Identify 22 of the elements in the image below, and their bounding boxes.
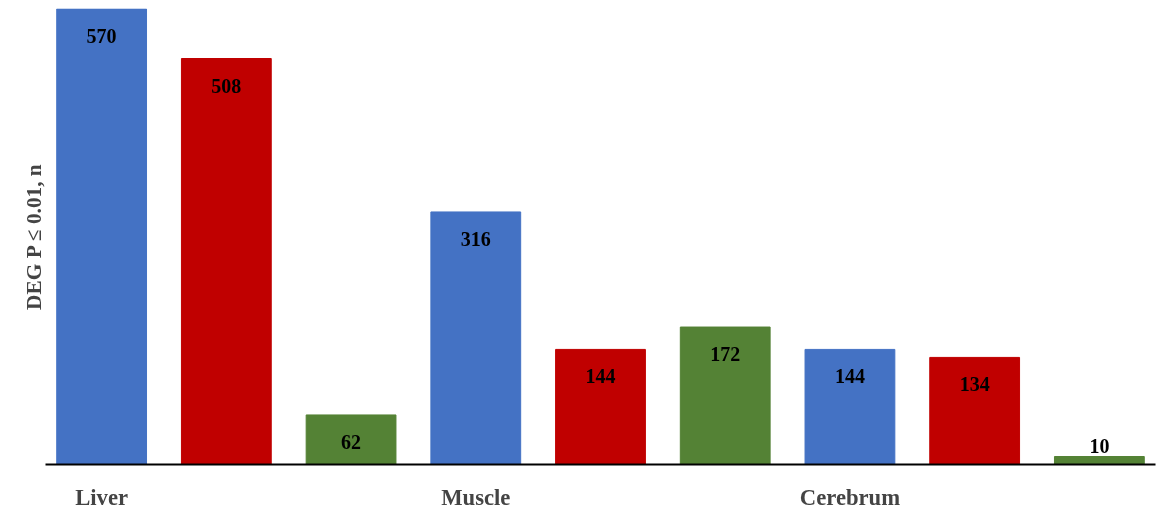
data-label: 570 [86,24,117,47]
data-label: 10 [1089,434,1110,457]
bar [679,326,771,465]
data-label: 144 [585,365,616,388]
bar [430,211,522,465]
bar [180,58,272,465]
data-label: 508 [211,74,242,97]
bar [1053,456,1145,465]
bar [804,348,896,465]
bar [929,356,1021,465]
y-axis-title: DEG P ≤ 0.01, n [21,164,46,310]
bar [305,414,397,465]
data-label: 62 [341,430,362,453]
bar [555,348,646,465]
data-label: 144 [834,365,865,388]
data-label: 316 [460,227,491,250]
x-tick-label: Liver [75,484,129,510]
data-label: 172 [710,343,741,366]
data-label: 134 [959,373,990,396]
x-tick-label: Cerebrum [799,484,901,510]
x-tick-label: Muscle [441,484,511,510]
bar [56,8,148,465]
